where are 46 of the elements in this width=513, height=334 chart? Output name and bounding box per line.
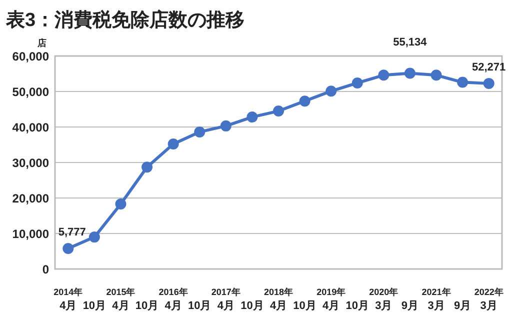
y-tick-label: 30,000 xyxy=(12,156,50,170)
y-tick-label: 10,000 xyxy=(12,227,50,241)
x-tick-label: 2022年 3月 xyxy=(474,287,504,312)
chart-title: 表3：消費税免除店数の推移 xyxy=(5,9,245,31)
point xyxy=(457,76,468,88)
data-label: 52,271 xyxy=(472,61,506,74)
point xyxy=(246,112,258,123)
point xyxy=(88,232,100,243)
x-tick-label: 2016年 4月 xyxy=(158,287,188,312)
point xyxy=(168,138,179,150)
y-tick-label: 50,000 xyxy=(12,85,50,99)
point xyxy=(299,96,310,107)
point xyxy=(142,162,153,173)
x-tick-label: 10月 xyxy=(135,300,159,312)
x-tick-label: 2018年 4月 xyxy=(264,287,294,312)
x-tick-label: 2015年 4月 xyxy=(106,287,136,312)
x-tick-label: 2019年 4月 xyxy=(316,287,346,312)
y-tick-label: 40,000 xyxy=(12,120,50,134)
data-label: 5,777 xyxy=(58,226,86,238)
x-tick-label: 10月 xyxy=(240,300,264,312)
point xyxy=(326,86,337,97)
x-tick-label: 10月 xyxy=(346,300,370,312)
x-tick-label: 2020年 3月 xyxy=(369,287,398,312)
point xyxy=(273,106,284,117)
point xyxy=(220,120,232,132)
point xyxy=(194,126,206,138)
y-tick-label: 60,000 xyxy=(12,50,50,64)
x-tick-label: 2017年 4月 xyxy=(211,287,240,312)
y-tick-label: 20,000 xyxy=(12,192,50,206)
point xyxy=(430,70,442,81)
point xyxy=(404,68,416,79)
point xyxy=(115,198,126,210)
point xyxy=(378,70,390,81)
x-tick-label: 9月 xyxy=(401,300,419,312)
point xyxy=(352,77,363,88)
point xyxy=(483,78,494,89)
x-tick-label: 2021年 3月 xyxy=(422,287,451,312)
x-tick-label: 2014年 4月 xyxy=(54,287,83,312)
x-tick-label: 9月 xyxy=(454,300,472,312)
x-tick-label: 10月 xyxy=(82,300,106,312)
x-tick-label: 10月 xyxy=(188,300,212,312)
data-label: 55,134 xyxy=(393,36,428,48)
x-tick-label: 10月 xyxy=(293,300,316,312)
y-tick-label: 0 xyxy=(42,262,50,276)
point xyxy=(62,242,74,254)
y-axis-title: 店 xyxy=(36,38,46,48)
